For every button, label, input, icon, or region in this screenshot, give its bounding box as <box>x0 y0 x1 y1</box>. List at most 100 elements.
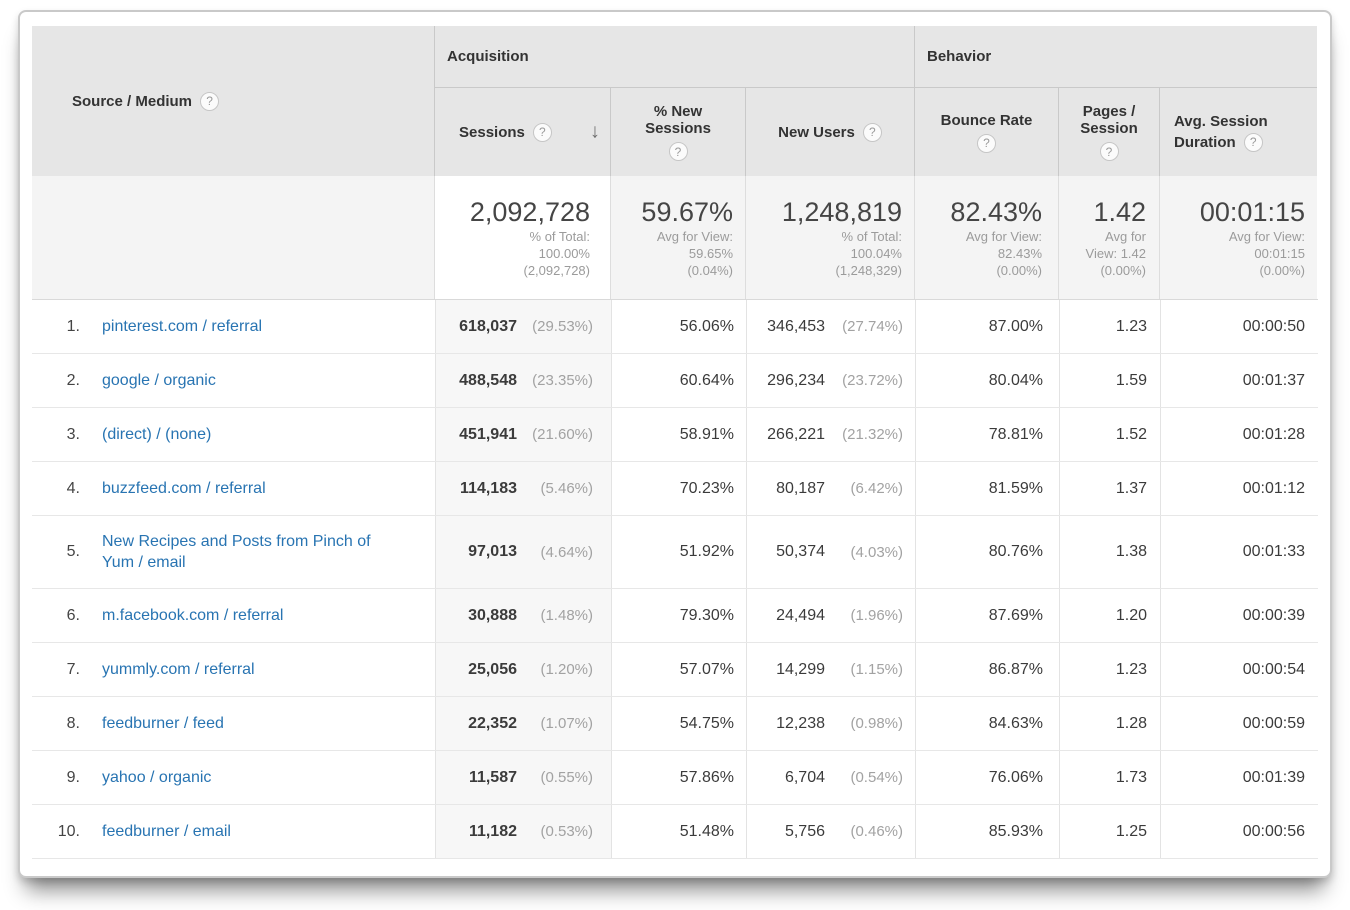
sessions-total-note: 100.00% <box>538 246 590 261</box>
new-users-note: (1,248,329) <box>835 263 903 278</box>
pct-new-sessions-value: 57.86% <box>679 768 734 786</box>
sessions-percent: (0.55%) <box>540 769 593 786</box>
bounce-rate-cell: 84.63% <box>915 697 1059 750</box>
pages-session-value: 1.38 <box>1115 543 1147 560</box>
source-medium-link[interactable]: feedburner / feed <box>102 715 224 732</box>
summary-row: 2,092,728 % of Total: 100.00% (2,092,728… <box>32 176 1318 300</box>
source-medium-link[interactable]: (direct) / (none) <box>102 426 212 443</box>
help-icon[interactable]: ? <box>668 142 688 161</box>
behavior-label: Behavior <box>927 48 992 65</box>
table-row: 9. yahoo / organic 11,587 (0.55%) 57.86%… <box>32 751 1318 805</box>
new-users-cell: 6,704 (0.54%) <box>746 751 915 804</box>
sessions-total: 2,092,728 <box>469 197 590 227</box>
duration-cell: 00:01:12 <box>1160 462 1317 515</box>
duration-value: 00:00:54 <box>1242 660 1305 678</box>
help-icon[interactable]: ? <box>862 122 882 142</box>
source-medium-link[interactable]: New Recipes and Posts from Pinch of Yum … <box>102 533 371 571</box>
help-icon[interactable]: ? <box>532 122 552 142</box>
duration-label-line2: Duration <box>1174 134 1236 151</box>
sessions-cell: 25,056 (1.20%) <box>435 643 611 696</box>
duration-cell: 00:00:39 <box>1160 589 1317 642</box>
bounce-rate-value: 86.87% <box>988 660 1043 678</box>
new-users-note: % of Total: <box>841 229 902 244</box>
pages-session-value: 1.23 <box>1115 317 1147 335</box>
duration-cell: 00:00:56 <box>1160 805 1317 858</box>
source-medium-link[interactable]: m.facebook.com / referral <box>102 607 284 624</box>
column-header-sessions[interactable]: Sessions ? ↓ <box>435 88 611 176</box>
row-rank: 5. <box>66 543 80 560</box>
help-icon[interactable]: ? <box>1099 142 1119 161</box>
sessions-value: 114,183 <box>460 479 517 497</box>
table-row: 2. google / organic 488,548 (23.35%) 60.… <box>32 354 1318 408</box>
pct-new-sessions-value: 51.92% <box>679 543 734 560</box>
sessions-value: 25,056 <box>468 660 517 678</box>
source-medium-cell: 8. feedburner / feed <box>32 697 435 750</box>
pct-new-sessions-note: Avg for View: <box>656 229 733 244</box>
help-icon[interactable]: ? <box>1243 133 1263 152</box>
pct-new-sessions-note: (0.04%) <box>687 263 733 278</box>
acquisition-label: Acquisition <box>447 48 529 65</box>
source-medium-cell: 7. yummly.com / referral <box>32 643 435 696</box>
summary-new-users-cell: 1,248,819 % of Total: 100.04% (1,248,329… <box>746 176 915 299</box>
new-users-cell: 5,756 (0.46%) <box>746 805 915 858</box>
duration-note: (0.00%) <box>1259 263 1305 278</box>
help-icon[interactable]: ? <box>977 133 996 153</box>
summary-duration-cell: 00:01:15 Avg for View: 00:01:15 (0.00%) <box>1160 176 1317 299</box>
table-row: 5. New Recipes and Posts from Pinch of Y… <box>32 516 1318 589</box>
source-medium-label: Source / Medium <box>72 92 193 110</box>
source-medium-link[interactable]: feedburner / email <box>102 823 231 840</box>
source-medium-link[interactable]: yahoo / organic <box>102 769 212 786</box>
new-users-percent: (4.03%) <box>850 543 903 561</box>
sessions-value: 22,352 <box>468 714 517 732</box>
new-users-value: 80,187 <box>776 479 825 497</box>
pct-new-sessions-cell: 58.91% <box>611 408 746 461</box>
column-header-avg-session-duration[interactable]: Avg. Session Duration ? <box>1160 88 1317 176</box>
pct-new-sessions-value: 70.23% <box>679 479 734 497</box>
column-header-source-medium[interactable]: Source / Medium ? <box>32 26 435 176</box>
sessions-percent: (23.35%) <box>532 372 593 389</box>
duration-value: 00:00:59 <box>1242 714 1305 732</box>
new-users-cell: 80,187 (6.42%) <box>746 462 915 515</box>
pct-new-sessions-cell: 79.30% <box>611 589 746 642</box>
column-header-bounce-rate[interactable]: Bounce Rate ? <box>915 88 1059 176</box>
pages-session-cell: 1.23 <box>1059 643 1160 696</box>
table-row: 3. (direct) / (none) 451,941 (21.60%) 58… <box>32 408 1318 462</box>
row-rank: 7. <box>66 660 80 678</box>
new-users-percent: (0.54%) <box>850 769 903 786</box>
source-medium-link[interactable]: yummly.com / referral <box>102 661 255 678</box>
column-header-pct-new-sessions[interactable]: % New Sessions ? <box>611 88 746 176</box>
bounce-rate-note: (0.00%) <box>996 263 1042 278</box>
column-header-new-users[interactable]: New Users ? <box>746 88 915 176</box>
new-users-cell: 14,299 (1.15%) <box>746 643 915 696</box>
pct-new-sessions-value: 57.07% <box>679 660 734 678</box>
source-medium-link[interactable]: google / organic <box>102 372 216 389</box>
pages-session-label-line2: Session <box>1080 120 1138 137</box>
duration-cell: 00:01:37 <box>1160 354 1317 407</box>
pages-session-note: View: 1.42 <box>1085 246 1146 261</box>
bounce-rate-avg: 82.43% <box>950 197 1042 227</box>
new-users-label: New Users <box>778 123 855 141</box>
summary-source-cell <box>32 176 435 299</box>
new-users-cell: 296,234 (23.72%) <box>746 354 915 407</box>
bounce-rate-cell: 87.00% <box>915 300 1059 353</box>
sessions-label: Sessions <box>459 123 525 141</box>
duration-note: Avg for View: <box>1228 229 1305 244</box>
pct-new-sessions-value: 79.30% <box>679 606 734 624</box>
source-medium-link[interactable]: buzzfeed.com / referral <box>102 480 266 497</box>
pages-session-cell: 1.37 <box>1059 462 1160 515</box>
pct-new-sessions-cell: 57.07% <box>611 643 746 696</box>
source-medium-link[interactable]: pinterest.com / referral <box>102 318 263 335</box>
bounce-rate-value: 81.59% <box>988 479 1043 497</box>
bounce-rate-label: Bounce Rate <box>940 111 1033 129</box>
new-users-cell: 12,238 (0.98%) <box>746 697 915 750</box>
bounce-rate-value: 84.63% <box>988 714 1043 732</box>
source-medium-cell: 3. (direct) / (none) <box>32 408 435 461</box>
row-rank: 1. <box>66 317 80 335</box>
summary-bounce-rate-cell: 82.43% Avg for View: 82.43% (0.00%) <box>915 176 1059 299</box>
column-header-pages-session[interactable]: Pages / Session ? <box>1059 88 1160 176</box>
pct-new-sessions-value: 56.06% <box>679 317 734 335</box>
duration-cell: 00:01:28 <box>1160 408 1317 461</box>
help-icon[interactable]: ? <box>200 91 220 111</box>
pages-session-value: 1.28 <box>1115 714 1147 732</box>
sessions-value: 30,888 <box>468 606 517 624</box>
